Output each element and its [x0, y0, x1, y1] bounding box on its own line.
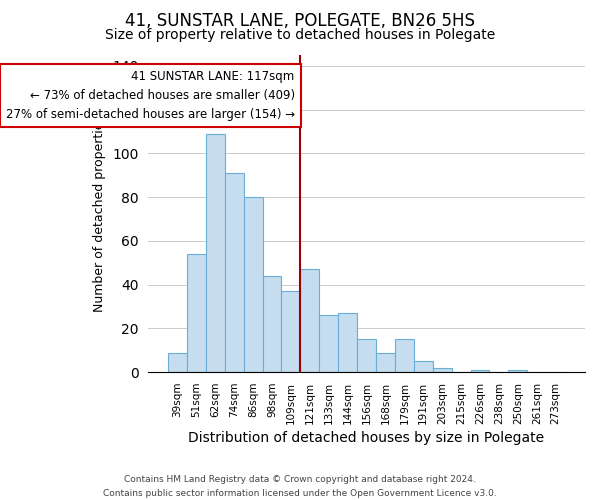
Text: 41 SUNSTAR LANE: 117sqm
← 73% of detached houses are smaller (409)
27% of semi-d: 41 SUNSTAR LANE: 117sqm ← 73% of detache… — [5, 70, 295, 122]
Text: Size of property relative to detached houses in Polegate: Size of property relative to detached ho… — [105, 28, 495, 42]
Y-axis label: Number of detached properties: Number of detached properties — [94, 115, 106, 312]
Bar — [168, 352, 187, 372]
Bar — [301, 270, 319, 372]
Bar — [206, 134, 225, 372]
Bar — [263, 276, 281, 372]
Bar — [187, 254, 206, 372]
X-axis label: Distribution of detached houses by size in Polegate: Distribution of detached houses by size … — [188, 431, 545, 445]
Bar — [281, 292, 301, 372]
Bar — [225, 173, 244, 372]
Bar — [338, 313, 357, 372]
Text: Contains HM Land Registry data © Crown copyright and database right 2024.
Contai: Contains HM Land Registry data © Crown c… — [103, 476, 497, 498]
Bar — [433, 368, 452, 372]
Bar — [414, 362, 433, 372]
Bar — [376, 352, 395, 372]
Bar — [357, 340, 376, 372]
Bar — [508, 370, 527, 372]
Bar — [470, 370, 490, 372]
Bar — [319, 316, 338, 372]
Text: 41, SUNSTAR LANE, POLEGATE, BN26 5HS: 41, SUNSTAR LANE, POLEGATE, BN26 5HS — [125, 12, 475, 30]
Bar — [395, 340, 414, 372]
Bar — [244, 197, 263, 372]
